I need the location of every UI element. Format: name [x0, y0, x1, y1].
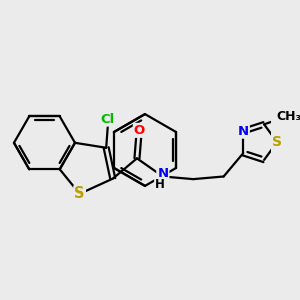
Text: S: S: [74, 186, 85, 201]
Text: Cl: Cl: [101, 112, 115, 125]
Text: N: N: [157, 167, 168, 180]
Text: O: O: [134, 124, 145, 137]
Text: H: H: [155, 178, 165, 191]
Text: S: S: [272, 135, 282, 149]
Text: N: N: [238, 125, 249, 138]
Text: CH₃: CH₃: [276, 110, 300, 123]
